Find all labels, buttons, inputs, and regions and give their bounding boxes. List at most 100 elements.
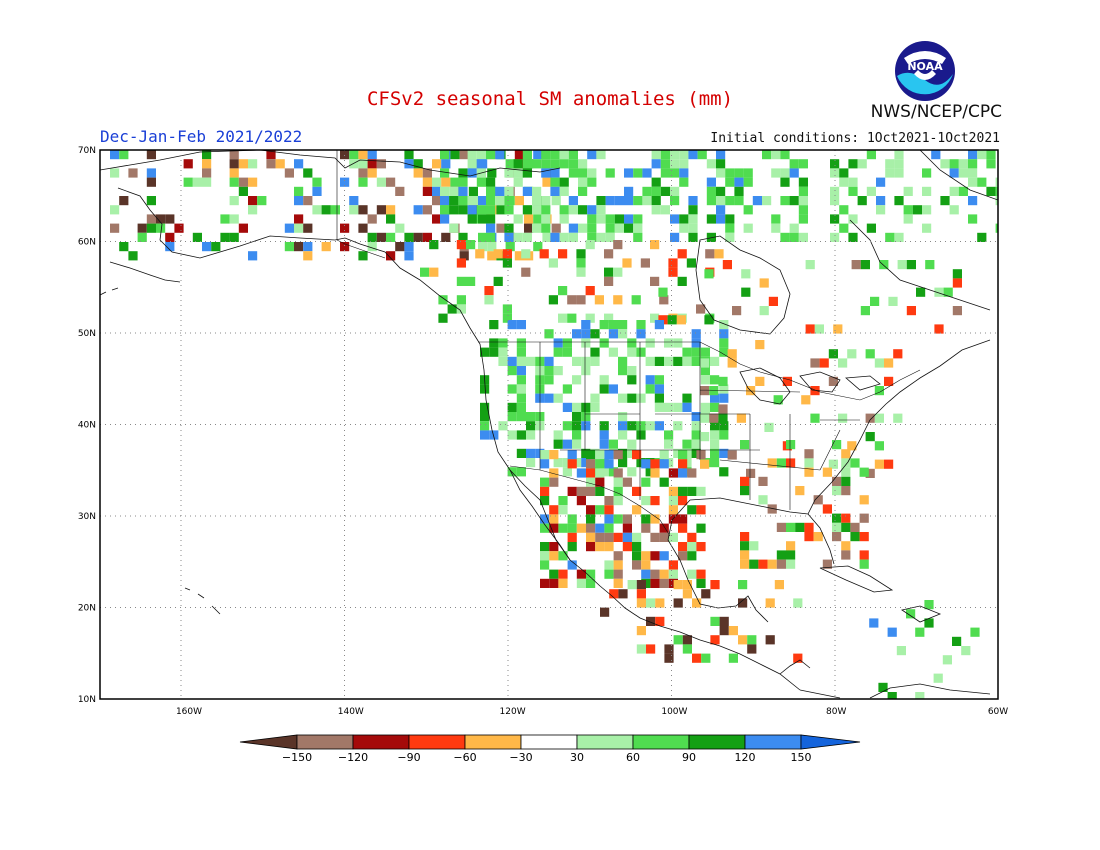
anomaly-cell bbox=[513, 232, 523, 242]
anomaly-cell bbox=[550, 159, 560, 169]
anomaly-cell bbox=[438, 295, 448, 305]
anomaly-cell bbox=[670, 186, 680, 196]
anomaly-cell bbox=[828, 376, 838, 386]
anomaly-cell bbox=[540, 459, 550, 469]
anomaly-cell bbox=[692, 598, 702, 608]
legend-tick-label: −60 bbox=[453, 751, 476, 764]
anomaly-cell bbox=[524, 214, 534, 224]
color-legend: −150 −120 −90 −60 −30 30 60 90 120 150 bbox=[239, 734, 861, 764]
anomaly-cell bbox=[776, 550, 786, 560]
anomaly-cell bbox=[542, 177, 552, 187]
anomaly-cell bbox=[679, 177, 689, 187]
anomaly-cell bbox=[595, 450, 605, 460]
legend-swatch bbox=[576, 734, 634, 750]
anomaly-cell bbox=[174, 223, 184, 233]
anomaly-cell bbox=[110, 168, 120, 178]
anomaly-cell bbox=[486, 205, 496, 215]
anomaly-cell bbox=[679, 159, 689, 169]
anomaly-cell bbox=[553, 393, 563, 403]
anomaly-cell bbox=[541, 150, 551, 160]
anomaly-cell bbox=[220, 232, 230, 242]
anomaly-cell bbox=[700, 366, 710, 376]
anomaly-cell bbox=[887, 627, 897, 637]
anomaly-cell bbox=[624, 168, 634, 178]
anomaly-cell bbox=[587, 214, 597, 224]
anomaly-cell bbox=[771, 150, 781, 160]
anomaly-cell bbox=[664, 439, 674, 449]
anomaly-cell bbox=[736, 413, 746, 423]
anomaly-cell bbox=[741, 269, 751, 279]
anomaly-cell bbox=[540, 542, 550, 552]
anomaly-cell bbox=[404, 242, 414, 252]
anomaly-cell bbox=[687, 468, 697, 478]
anomaly-cell bbox=[467, 214, 477, 224]
anomaly-cell bbox=[682, 644, 692, 654]
anomaly-cell bbox=[688, 196, 698, 206]
anomaly-cell bbox=[940, 196, 950, 206]
anomaly-cell bbox=[613, 267, 623, 277]
anomaly-cell bbox=[700, 432, 710, 442]
anomaly-cell bbox=[516, 448, 526, 458]
anomaly-cell bbox=[848, 186, 858, 196]
anomaly-cell bbox=[688, 214, 698, 224]
anomaly-cell bbox=[687, 551, 697, 561]
anomaly-cell bbox=[110, 150, 120, 160]
anomaly-cell bbox=[692, 653, 702, 663]
anomaly-cell bbox=[467, 150, 477, 160]
anomaly-cell bbox=[682, 580, 692, 590]
anomaly-cell bbox=[358, 205, 368, 215]
anomaly-cell bbox=[798, 177, 808, 187]
anomaly-cell bbox=[664, 338, 674, 348]
anomaly-cell bbox=[865, 413, 875, 423]
anomaly-cell bbox=[986, 186, 996, 196]
anomaly-cell bbox=[659, 523, 669, 533]
anomaly-cell bbox=[641, 523, 651, 533]
anomaly-cell bbox=[866, 223, 876, 233]
anomaly-cell bbox=[595, 468, 605, 478]
anomaly-cell bbox=[146, 177, 156, 187]
anomaly-cell bbox=[558, 286, 568, 296]
legend-tick-label: 60 bbox=[626, 751, 640, 764]
anomaly-cell bbox=[558, 578, 568, 588]
anomaly-cell bbox=[605, 168, 615, 178]
anomaly-cell bbox=[367, 159, 377, 169]
anomaly-cell bbox=[586, 569, 596, 579]
anomaly-cell bbox=[587, 177, 597, 187]
anomaly-cell bbox=[866, 150, 876, 160]
anomaly-cell bbox=[576, 468, 586, 478]
anomaly-cell bbox=[544, 329, 554, 339]
anomaly-cell bbox=[848, 214, 858, 224]
anomaly-cell bbox=[780, 196, 790, 206]
anomaly-cell bbox=[559, 150, 569, 160]
anomaly-cell bbox=[449, 223, 459, 233]
anomaly-cell bbox=[586, 578, 596, 588]
anomaly-cell bbox=[906, 260, 916, 270]
anomaly-cell bbox=[562, 467, 572, 477]
anomaly-cell bbox=[654, 320, 664, 330]
anomaly-cell bbox=[549, 569, 559, 579]
anomaly-cell bbox=[257, 196, 267, 206]
anomaly-cell bbox=[710, 375, 720, 385]
anomaly-cell bbox=[498, 338, 508, 348]
legend-tick-label: −120 bbox=[338, 751, 368, 764]
anomaly-cell bbox=[709, 413, 719, 423]
anomaly-cell bbox=[755, 340, 765, 350]
anomaly-cell bbox=[449, 186, 459, 196]
anomaly-cell bbox=[636, 580, 646, 590]
anomaly-cell bbox=[878, 682, 888, 692]
anomaly-cell bbox=[567, 532, 577, 542]
anomaly-cell bbox=[732, 306, 742, 316]
anomaly-cell bbox=[587, 223, 597, 233]
anomaly-cell bbox=[832, 513, 842, 523]
anomaly-cell bbox=[706, 177, 716, 187]
anomaly-cell bbox=[622, 258, 632, 268]
anomaly-cell bbox=[137, 223, 147, 233]
anomaly-cell bbox=[165, 232, 175, 242]
anomaly-cell bbox=[516, 338, 526, 348]
anomaly-cell bbox=[478, 214, 488, 224]
anomaly-cell bbox=[789, 196, 799, 206]
anomaly-cell bbox=[719, 384, 729, 394]
anomaly-cell bbox=[284, 168, 294, 178]
anomaly-cell bbox=[622, 477, 632, 487]
anomaly-cell bbox=[887, 692, 897, 699]
